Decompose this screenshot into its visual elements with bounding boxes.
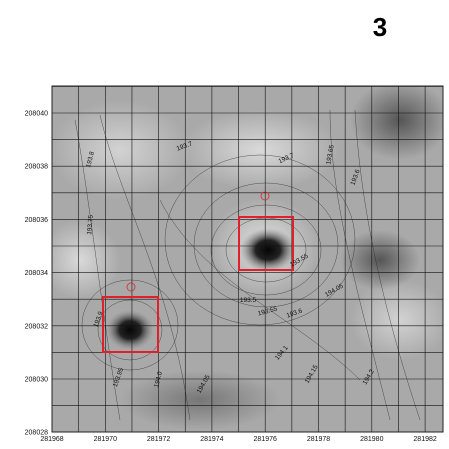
highlight-boxes <box>102 216 294 353</box>
y-tick-label: 208040 <box>25 111 48 118</box>
x-tick-label: 281978 <box>307 436 330 443</box>
x-tick-label: 281970 <box>94 436 117 443</box>
x-tick-label: 281976 <box>254 436 277 443</box>
contour-label: 193.5 <box>240 297 257 304</box>
map-area <box>52 86 443 432</box>
y-tick-label: 208034 <box>25 270 48 277</box>
x-tick-label: 281972 <box>147 436 170 443</box>
contour-label: 193.75 <box>86 214 95 235</box>
x-tick-label: 281974 <box>200 436 223 443</box>
panel-label: 3 <box>373 12 387 42</box>
x-tick-label: 281982 <box>413 436 436 443</box>
contour-label: 193.65 <box>325 144 335 165</box>
contour-label: 193.8 <box>85 150 96 168</box>
x-tick-label: 281968 <box>40 436 63 443</box>
y-tick-label: 208028 <box>25 430 48 437</box>
y-tick-label: 208036 <box>25 217 48 224</box>
contour-label: 194.0 <box>153 370 164 388</box>
map-frame <box>51 85 444 433</box>
markers <box>126 191 270 292</box>
y-tick-label: 208030 <box>25 377 48 384</box>
y-tick-label: 208032 <box>25 323 48 330</box>
y-tick-label: 208038 <box>25 164 48 171</box>
x-tick-label: 281980 <box>360 436 383 443</box>
